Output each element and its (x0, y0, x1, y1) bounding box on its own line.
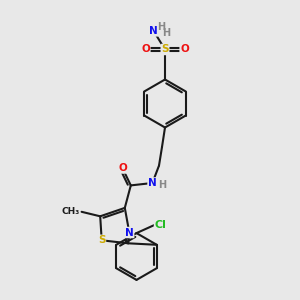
Text: N: N (148, 178, 157, 188)
Text: N: N (149, 26, 158, 36)
Text: O: O (180, 44, 189, 55)
Text: H: H (157, 22, 165, 32)
Text: S: S (98, 235, 106, 245)
Text: H: H (158, 179, 166, 190)
Text: H: H (162, 28, 170, 38)
Text: N: N (125, 227, 134, 238)
Text: O: O (141, 44, 150, 55)
Text: CH₃: CH₃ (62, 207, 80, 216)
Text: Cl: Cl (154, 220, 166, 230)
Text: S: S (161, 44, 169, 55)
Text: O: O (118, 163, 127, 173)
